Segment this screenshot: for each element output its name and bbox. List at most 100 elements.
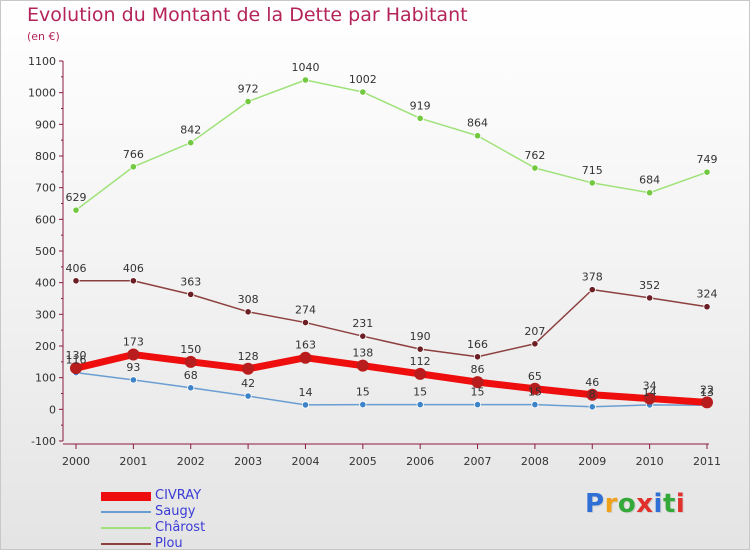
data-point-plou (359, 332, 367, 340)
legend-label: Saugy (155, 504, 196, 519)
y-tick-label: 100 (35, 372, 56, 385)
y-tick-label: 1100 (28, 55, 56, 68)
logo-letter: o (617, 489, 637, 519)
data-label-civray: 22 (700, 383, 714, 396)
legend-item-charost: Chârost (101, 520, 271, 536)
logo-letter: i (675, 489, 686, 519)
series-line-plou (76, 280, 708, 358)
data-label-civray: 46 (585, 376, 599, 389)
data-label-civray: 112 (410, 355, 431, 368)
data-point-charost (187, 139, 195, 147)
data-label-plou: 363 (180, 275, 201, 288)
data-point-civray (643, 392, 656, 405)
data-label-saugy: 15 (413, 386, 427, 399)
logo-letter: r (604, 489, 618, 519)
data-point-civray (528, 382, 541, 395)
data-point-civray (299, 351, 312, 364)
data-label-saugy: 15 (528, 386, 542, 399)
data-label-saugy: 13 (700, 386, 714, 399)
logo-letter: t (662, 489, 676, 519)
data-point-civray (701, 396, 713, 409)
data-point-plou (301, 318, 310, 327)
data-point-charost (244, 97, 252, 106)
data-label-charost: 842 (180, 124, 201, 137)
logo-letter: x (636, 489, 654, 519)
data-label-plou: 207 (524, 325, 545, 338)
data-point-plou (588, 286, 596, 294)
data-label-charost: 972 (238, 83, 259, 96)
data-point-plou (129, 277, 137, 285)
chart-title: Evolution du Montant de la Dette par Hab… (27, 4, 468, 26)
data-point-saugy (301, 401, 310, 409)
data-point-civray (184, 355, 197, 368)
data-label-saugy: 68 (184, 369, 198, 382)
data-label-plou: 166 (467, 338, 488, 351)
data-point-civray (471, 376, 484, 389)
legend-label: Chârost (155, 520, 206, 535)
data-point-civray (414, 367, 427, 380)
data-label-saugy: 14 (643, 386, 657, 399)
data-label-civray: 86 (471, 363, 485, 376)
x-tick-label: 2002 (177, 455, 205, 468)
x-tick-label: 2007 (464, 455, 492, 468)
series-line-civray (75, 351, 708, 406)
data-label-civray: 65 (528, 370, 542, 383)
series-line-saugy (75, 371, 708, 408)
data-label-charost: 919 (410, 99, 431, 112)
x-tick-label: 2003 (234, 455, 262, 468)
data-label-civray: 150 (180, 343, 201, 356)
data-point-charost (416, 114, 424, 122)
y-tick-label: 200 (35, 340, 56, 353)
data-point-charost (646, 189, 654, 197)
data-label-civray: 130 (66, 349, 87, 362)
data-point-plou (703, 303, 711, 311)
data-point-charost (359, 88, 367, 96)
data-label-saugy: 42 (241, 377, 255, 390)
chart-legend: CIVRAY Saugy Chârost Plou (101, 488, 271, 550)
x-tick-label: 2004 (291, 455, 319, 468)
data-point-saugy (416, 400, 424, 409)
data-label-plou: 308 (238, 293, 259, 306)
data-point-civray (242, 362, 255, 375)
data-point-civray (127, 348, 140, 361)
data-label-charost: 766 (123, 148, 144, 161)
data-label-charost: 749 (697, 153, 718, 166)
x-tick-label: 2000 (62, 455, 90, 468)
data-point-saugy (187, 384, 195, 392)
data-label-charost: 1002 (349, 73, 377, 86)
data-point-charost (531, 164, 539, 172)
data-point-saugy (588, 403, 596, 411)
logo-letter: P (585, 489, 605, 519)
data-label-civray: 138 (352, 347, 373, 360)
data-label-plou: 231 (352, 317, 373, 330)
data-point-civray (356, 359, 369, 372)
data-point-saugy (359, 400, 367, 409)
y-tick-label: 1000 (28, 87, 56, 100)
data-point-charost (703, 168, 711, 176)
legend-swatch (101, 527, 151, 529)
logo-letter: i (653, 489, 663, 519)
y-tick-label: 600 (35, 213, 56, 226)
data-point-saugy (129, 376, 137, 384)
data-label-charost: 715 (582, 164, 603, 177)
data-label-saugy: 8 (589, 388, 596, 401)
legend-label: Plou (155, 536, 183, 550)
x-tick-label: 2010 (636, 455, 664, 468)
data-point-plou (473, 353, 482, 361)
x-tick-label: 2006 (406, 455, 434, 468)
data-point-plou (187, 290, 195, 298)
data-point-charost (301, 76, 310, 84)
data-label-plou: 190 (410, 330, 431, 343)
data-point-civray (70, 362, 82, 375)
y-tick-label: 800 (35, 150, 56, 163)
data-label-civray: 128 (238, 350, 259, 363)
legend-item-plou: Plou (101, 536, 271, 550)
data-point-charost (129, 163, 137, 171)
data-point-plou (416, 345, 424, 353)
data-point-charost (72, 206, 80, 214)
proxiti-logo: Proxiti (585, 489, 685, 519)
data-point-civray (586, 388, 599, 401)
y-tick-label: 900 (35, 118, 56, 131)
